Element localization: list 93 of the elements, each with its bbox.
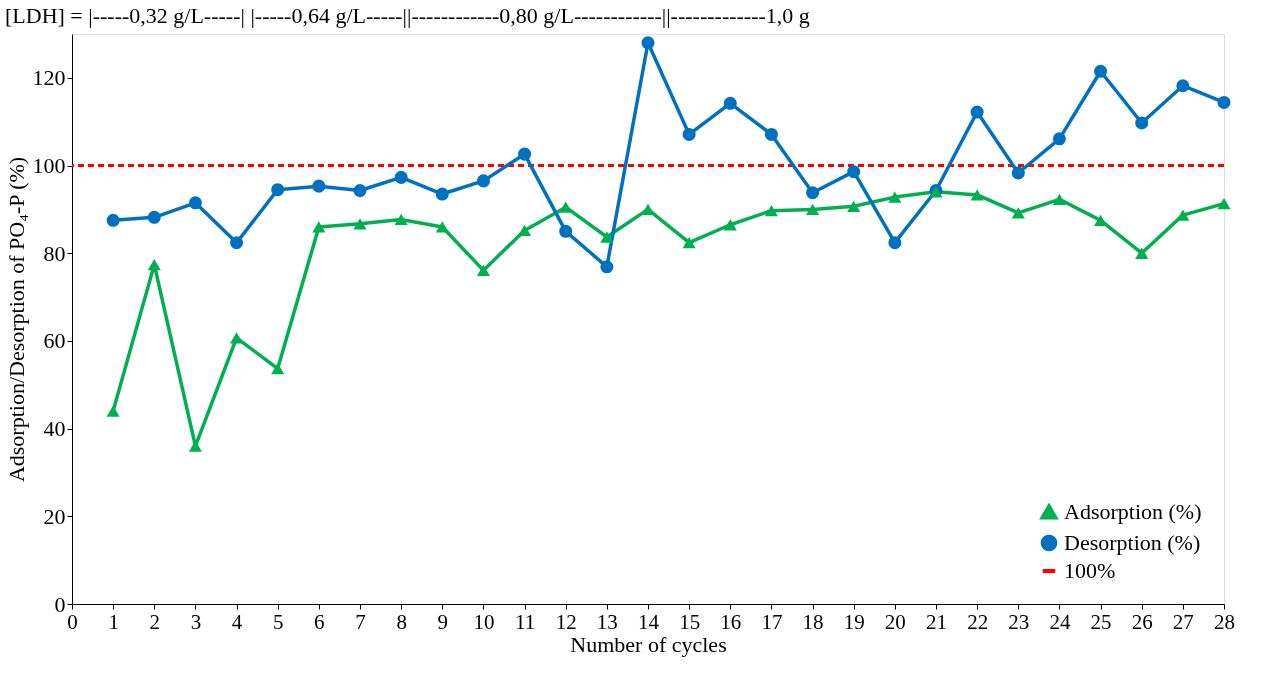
point [806,186,820,200]
point [394,213,408,226]
point [1052,193,1066,205]
y-tick-label: 20 [43,503,66,529]
point [106,213,120,227]
point [559,201,573,213]
point [518,224,532,237]
point [230,332,244,344]
point [394,170,408,184]
point [353,218,367,230]
y-axis-title: Adsorption/Desorption of PO₄-P (%) [3,156,29,483]
y-tick-label: 80 [43,240,66,266]
point [764,127,778,141]
chart-title: [LDH] = |-----0,32 g/L-----| |-----0,64 g/L-----||------------0,80 g/L------------||-------------1,0 g [5,3,810,28]
x-tick-label: 15 [679,609,701,634]
point [435,221,449,233]
point [312,179,326,193]
point [518,147,532,161]
point [1011,207,1025,219]
point [847,165,861,179]
x-tick-label: 6 [314,609,325,634]
point [312,221,326,233]
legend-label: Adsorption (%) [1064,499,1202,524]
point [1135,247,1149,259]
x-tick-label: 7 [355,609,366,634]
point [600,260,614,274]
point [600,231,614,243]
point [1176,209,1190,221]
x-tick-label: 24 [1049,609,1071,634]
point [230,236,244,250]
x-tick-label: 13 [596,609,618,634]
x-tick-label: 10 [473,609,495,634]
x-tick-label: 22 [967,609,989,634]
y-tick-label: 120 [32,65,66,91]
point [847,200,861,212]
point [147,210,161,224]
point [723,96,737,110]
x-tick-label: 9 [437,609,449,634]
x-tick-label: 28 [1214,609,1235,634]
point [1052,132,1066,146]
point [682,237,696,249]
x-tick-label: 27 [1172,609,1194,634]
x-tick-label: 25 [1090,609,1112,634]
point [1176,79,1190,93]
point [1135,116,1149,130]
x-tick-label: 17 [761,609,783,634]
point [682,127,696,141]
point [147,258,161,271]
x-tick-label: 19 [843,609,865,634]
x-tick-label: 2 [149,609,161,634]
point [641,203,655,216]
y-tick-label: 100 [32,153,66,179]
point [888,191,902,203]
point [476,174,490,188]
x-tick-label: 1 [108,609,119,634]
x-tick-label: 3 [190,609,202,634]
point [764,205,778,217]
point [476,264,490,276]
x-tick-label: 11 [514,609,536,634]
x-tick-label: 20 [884,609,906,634]
point [435,187,449,201]
point [641,36,655,50]
y-tick-label: 40 [43,416,66,442]
legend-label: 100% [1064,558,1116,583]
point [970,105,984,119]
legend-label: Desorption (%) [1064,530,1201,555]
point [188,196,202,210]
x-tick-label: 8 [396,609,407,634]
point [806,203,820,216]
x-tick-label: 4 [231,609,243,634]
point [1094,64,1108,78]
point [1217,198,1231,210]
point [888,236,902,250]
x-tick-label: 16 [720,609,742,634]
point [559,224,573,238]
x-tick-label: 21 [926,609,947,634]
x-tick-label: 26 [1131,609,1153,634]
point [1011,166,1025,180]
point [353,184,367,198]
x-tick-label: 14 [638,609,660,634]
point [970,189,984,201]
point [271,362,285,375]
x-axis-title: Number of cycles [570,631,727,657]
x-tick-label: 23 [1008,609,1030,634]
point [271,183,285,197]
x-tick-label: 18 [802,609,824,634]
point [106,405,120,417]
point [723,219,737,231]
x-tick-label: 5 [272,609,284,634]
x-tick-label: 12 [555,609,577,634]
point [1217,95,1231,109]
y-tick-label: 60 [43,328,66,354]
y-tick-label: 0 [54,591,66,617]
